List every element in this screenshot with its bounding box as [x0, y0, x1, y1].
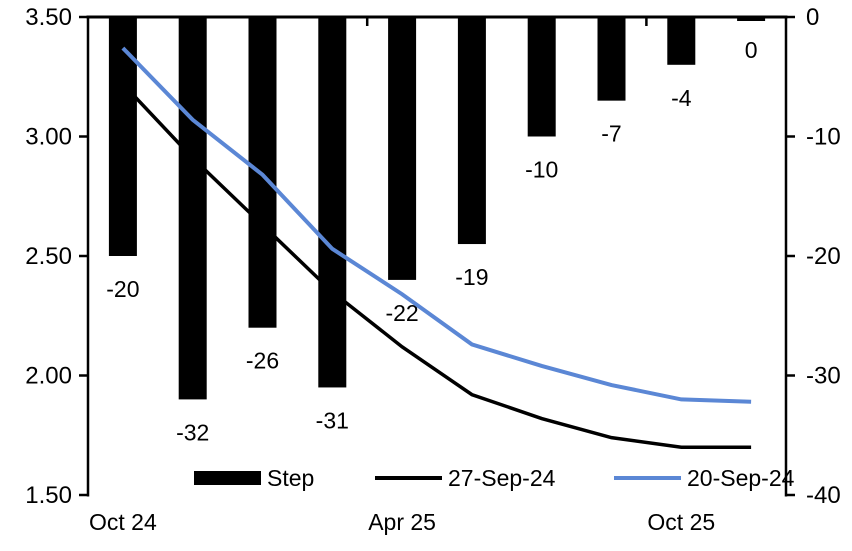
left-axis-tick-label: 1.50 [25, 482, 72, 509]
bar-step [457, 17, 486, 245]
right-axis-tick-label: -10 [806, 124, 841, 151]
line-20-sep-24 [121, 46, 752, 404]
right-axis-tick-label: 0 [806, 4, 819, 31]
bar-data-label: -19 [455, 264, 488, 290]
right-axis-tick-label: -20 [806, 243, 841, 270]
x-axis-tick-label: Oct 25 [647, 509, 715, 535]
bar-step [108, 17, 137, 256]
bar-step [318, 17, 347, 388]
right-axis-tick-label: -40 [806, 482, 841, 509]
x-axis-tick-label: Oct 24 [89, 509, 157, 535]
bar-data-label: -4 [671, 85, 692, 111]
bar-step [737, 17, 766, 21]
bar-step [597, 17, 626, 101]
left-axis-tick-label: 3.50 [25, 4, 72, 31]
line-27-sep-24 [121, 82, 752, 449]
bar-data-label: -31 [316, 407, 349, 433]
left-axis-tick-label: 2.50 [25, 243, 72, 270]
bar-data-label: -7 [601, 121, 621, 147]
left-axis-tick-label: 3.00 [25, 124, 72, 151]
x-axis-tick-label: Apr 25 [368, 509, 436, 535]
bar-step [527, 17, 556, 137]
left-axis-tick-label: 2.00 [25, 363, 72, 390]
right-axis-tick-label: -30 [806, 363, 841, 390]
bar-data-label: -20 [106, 276, 139, 302]
bar-data-label: -32 [176, 419, 209, 445]
bar-data-label: -26 [246, 348, 279, 374]
bar-step [178, 17, 207, 400]
bar-step [388, 17, 417, 280]
bar-step [667, 17, 696, 65]
bar-data-label: -10 [525, 157, 558, 183]
bar-data-label: 0 [745, 37, 758, 63]
